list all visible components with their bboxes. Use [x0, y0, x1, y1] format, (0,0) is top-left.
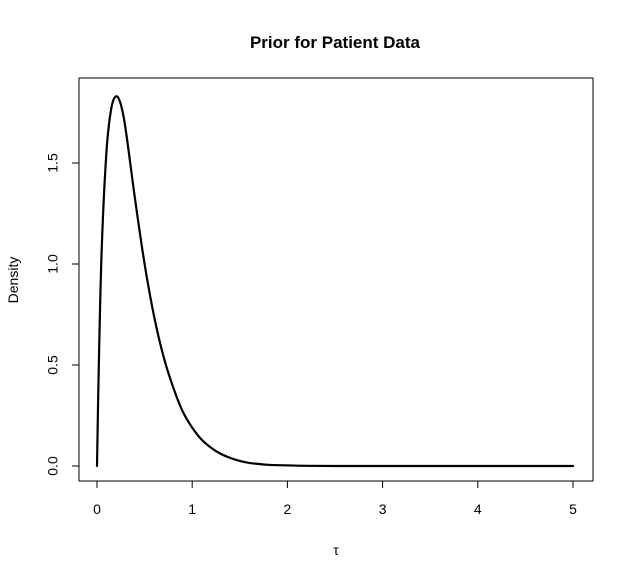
- y-axis-label: Density: [5, 257, 21, 304]
- x-tick-label: 0: [93, 501, 101, 517]
- x-tick-label: 4: [474, 501, 482, 517]
- x-tick-label: 2: [284, 501, 292, 517]
- series-layer: [95, 95, 575, 468]
- x-axis-label: τ: [333, 542, 339, 558]
- density-curve: [95, 95, 575, 468]
- y-tick-label: 1.0: [45, 254, 61, 274]
- x-tick-label: 5: [569, 501, 577, 517]
- y-tick-label: 0.5: [45, 355, 61, 375]
- y-tick-label: 0.0: [45, 456, 61, 476]
- x-tick-label: 1: [188, 501, 196, 517]
- axes-layer: 0 1 2 3 4 5 0.0 0.5 1.0 1.5: [45, 153, 577, 517]
- x-tick-label: 3: [379, 501, 387, 517]
- chart-title: Prior for Patient Data: [250, 33, 421, 52]
- y-tick-label: 1.5: [45, 153, 61, 173]
- plot-box: [78, 77, 594, 482]
